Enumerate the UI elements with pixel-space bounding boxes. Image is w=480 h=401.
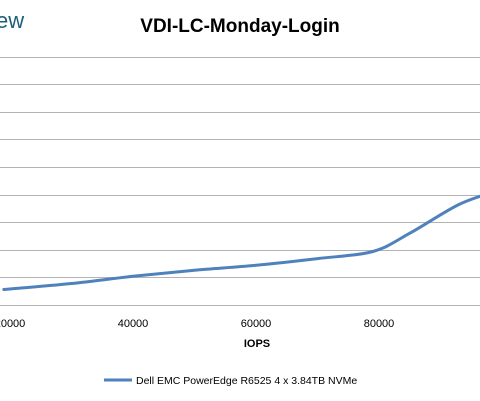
x-axis-label: IOPS [244, 338, 270, 350]
gridlines [0, 57, 480, 306]
chart-title: VDI-LC-Monday-Login [140, 16, 339, 37]
x-tick-label: 80000 [364, 318, 395, 330]
series-line-0 [2, 194, 480, 291]
x-tick-label: 40000 [118, 318, 149, 330]
brand-logo-fragment: ew [0, 8, 24, 33]
x-tick-label: 20000 [0, 318, 25, 330]
series-lines [2, 194, 480, 291]
x-axis-ticks: 20000 40000 60000 80000 [0, 318, 394, 330]
x-tick-label: 60000 [241, 318, 272, 330]
legend: Dell EMC PowerEdge R6525 4 x 3.84TB NVMe [104, 375, 357, 387]
legend-label: Dell EMC PowerEdge R6525 4 x 3.84TB NVMe [136, 375, 357, 387]
